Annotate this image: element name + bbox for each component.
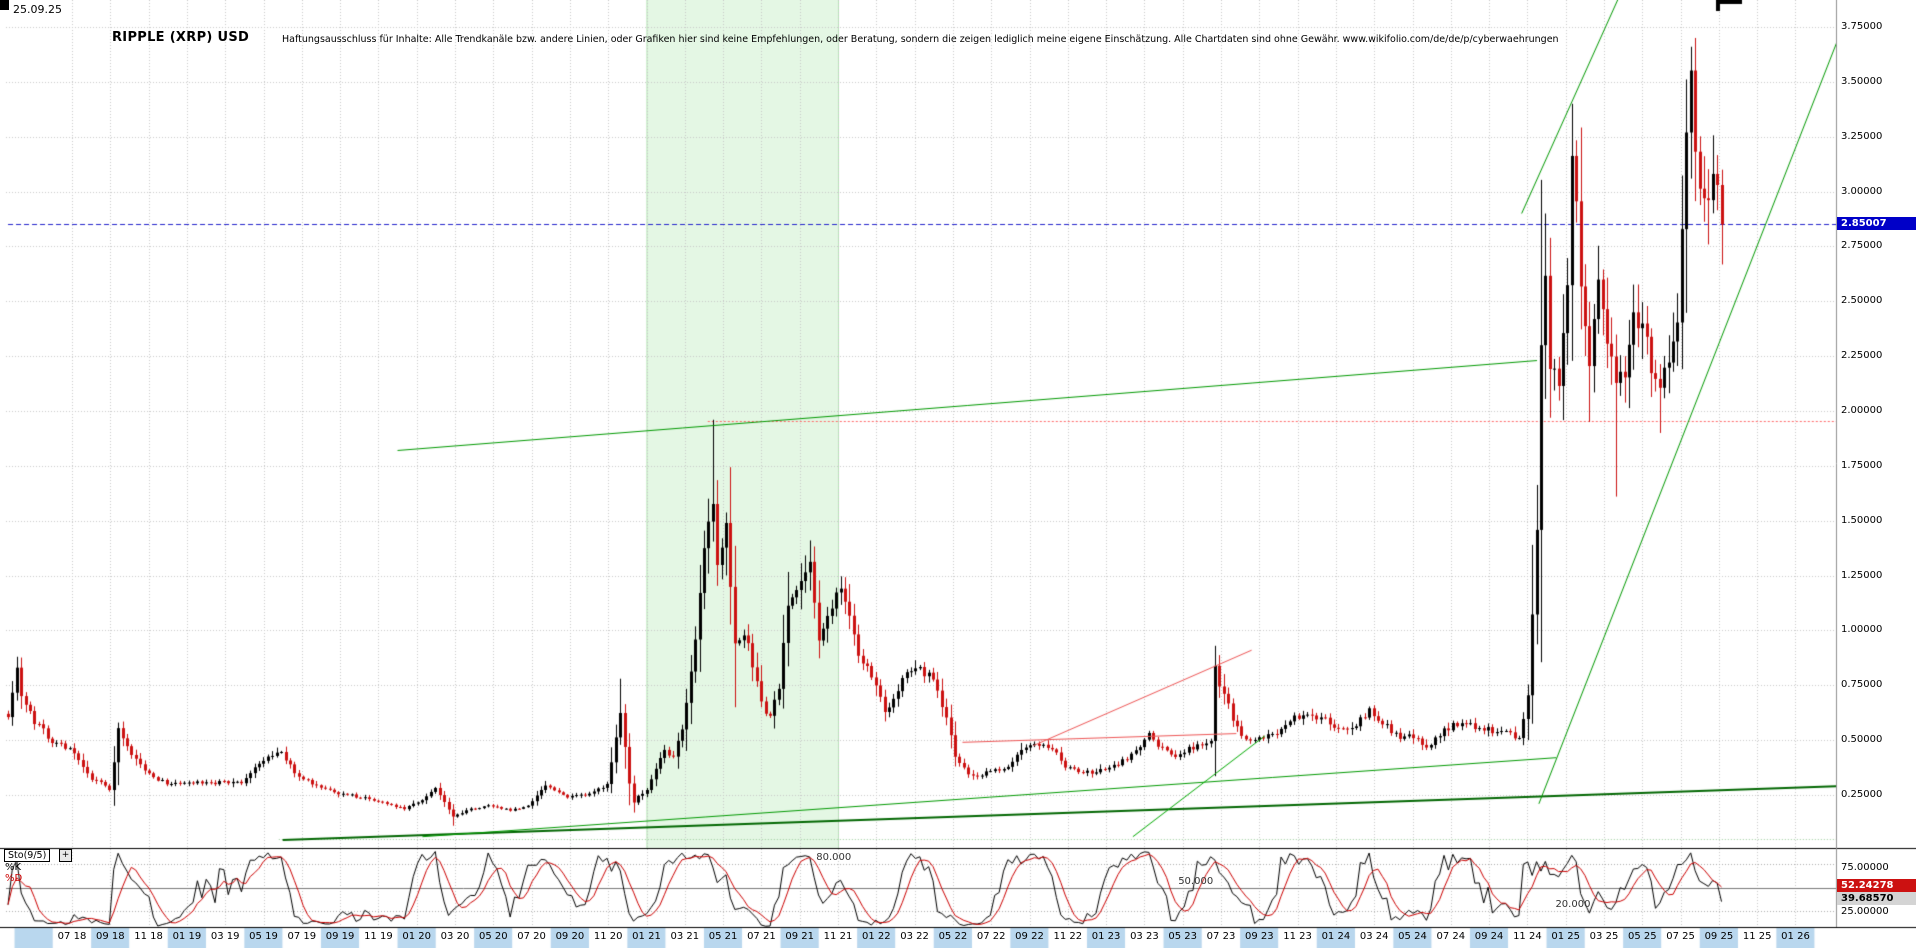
date-axis-label: 09 18 xyxy=(95,931,125,942)
date-axis-label: 03 20 xyxy=(440,931,470,942)
date-axis-label: 11 21 xyxy=(823,931,853,942)
date-axis-label: 07 25 xyxy=(1666,931,1695,942)
price-axis-label: 0.75000 xyxy=(1841,679,1883,691)
date-axis-label: 11 19 xyxy=(364,931,393,942)
date-axis-label: 11 22 xyxy=(1053,931,1083,942)
indicator-label[interactable]: Sto(9/5) xyxy=(4,849,51,862)
date-axis-label: 03 22 xyxy=(900,931,929,942)
price-axis-label: 1.00000 xyxy=(1841,624,1883,636)
price-axis-label: 3.50000 xyxy=(1841,75,1883,87)
date-axis-label: 11 25 xyxy=(1742,931,1772,942)
date-axis-label: 01 23 xyxy=(1091,931,1121,942)
date-axis-label: 05 24 xyxy=(1398,931,1427,942)
date-axis-label: 07 22 xyxy=(976,931,1006,942)
date-axis-label: 03 24 xyxy=(1359,931,1389,942)
price-axis-label: 1.75000 xyxy=(1841,459,1883,471)
date-axis-label: 05 20 xyxy=(478,931,508,942)
date-axis-label: 07 23 xyxy=(1206,931,1236,942)
current-price-tag: 2.85007 xyxy=(1837,217,1916,231)
date-axis-label: 07 18 xyxy=(57,931,87,942)
date-axis-label: 09 22 xyxy=(1015,931,1044,942)
date-axis-label: 07 20 xyxy=(517,931,546,942)
date-axis-label: 05 23 xyxy=(1168,931,1197,942)
price-axis-label: 0.25000 xyxy=(1841,789,1883,800)
price-axis-label: 0.50000 xyxy=(1841,734,1883,746)
date-axis-label: 03 23 xyxy=(1130,931,1159,942)
date-axis-label: 11 23 xyxy=(1283,931,1312,942)
date-axis-label: 01 20 xyxy=(402,931,431,942)
stochastic-level-label: 20.000 xyxy=(1555,899,1591,911)
date-axis-label: 01 21 xyxy=(632,931,661,942)
indicator-k-label: %K xyxy=(5,862,22,873)
price-axis-label: 2.50000 xyxy=(1841,295,1883,307)
price-axis-label: 3.00000 xyxy=(1841,185,1883,197)
stochastic-axis-label: 25.00000 xyxy=(1841,906,1889,918)
date-axis-label: 07 24 xyxy=(1436,931,1466,942)
chart-title: RIPPLE (XRP) USD xyxy=(112,30,250,45)
date-axis-label: 11 20 xyxy=(593,931,623,942)
stochastic-level-label: 50.000 xyxy=(1178,875,1214,887)
chart-date: 25.09.25 xyxy=(13,3,62,16)
date-axis-label: 05 25 xyxy=(1627,931,1657,942)
date-axis-label: 09 24 xyxy=(1474,931,1504,942)
price-axis-label: 3.25000 xyxy=(1841,130,1883,142)
date-axis-label: 05 19 xyxy=(249,931,278,942)
date-axis-label: 09 19 xyxy=(325,931,355,942)
indicator-expand-button[interactable]: + xyxy=(59,849,72,862)
stochastic-k-value-tag: 39.68570 xyxy=(1837,891,1916,905)
date-axis-label: 03 19 xyxy=(210,931,240,942)
date-axis-label: 05 21 xyxy=(708,931,738,942)
date-axis-label: 03 21 xyxy=(670,931,700,942)
price-axis-label: 2.25000 xyxy=(1841,350,1883,362)
stochastic-level-label: 80.000 xyxy=(816,851,852,863)
corner-marker xyxy=(0,0,9,10)
date-axis-label: 11 24 xyxy=(1513,931,1542,942)
date-axis-label: 09 25 xyxy=(1704,931,1734,942)
date-axis-label: 01 22 xyxy=(861,931,891,942)
indicator-d-label: %D xyxy=(5,873,23,884)
date-axis-label: 01 19 xyxy=(172,931,202,942)
date-axis-label: 05 22 xyxy=(938,931,968,942)
date-axis-label: 09 21 xyxy=(785,931,814,942)
date-axis-label: 01 26 xyxy=(1781,931,1810,942)
date-axis-label: 03 25 xyxy=(1589,931,1619,942)
date-axis-label: 07 19 xyxy=(287,931,317,942)
price-axis-label: 3.75000 xyxy=(1841,21,1883,32)
stochastic-d-value-tag: 52.24278 xyxy=(1837,878,1916,892)
date-axis-label: 01 24 xyxy=(1321,931,1351,942)
price-axis-label: 1.50000 xyxy=(1841,514,1883,526)
date-axis-label: 11 18 xyxy=(134,931,163,942)
date-axis-label: 01 25 xyxy=(1551,931,1580,942)
price-axis-label: 2.75000 xyxy=(1841,240,1883,252)
stochastic-axis-label: 75.00000 xyxy=(1841,861,1889,873)
date-axis-label: 07 21 xyxy=(747,931,776,942)
date-axis-label: 09 23 xyxy=(1244,931,1274,942)
price-axis-label: 2.00000 xyxy=(1841,405,1883,416)
price-axis-label: 1.25000 xyxy=(1841,569,1883,581)
disclaimer-text: Haftungsausschluss für Inhalte: Alle Tre… xyxy=(282,34,1559,45)
date-axis-label: 09 20 xyxy=(555,931,585,942)
